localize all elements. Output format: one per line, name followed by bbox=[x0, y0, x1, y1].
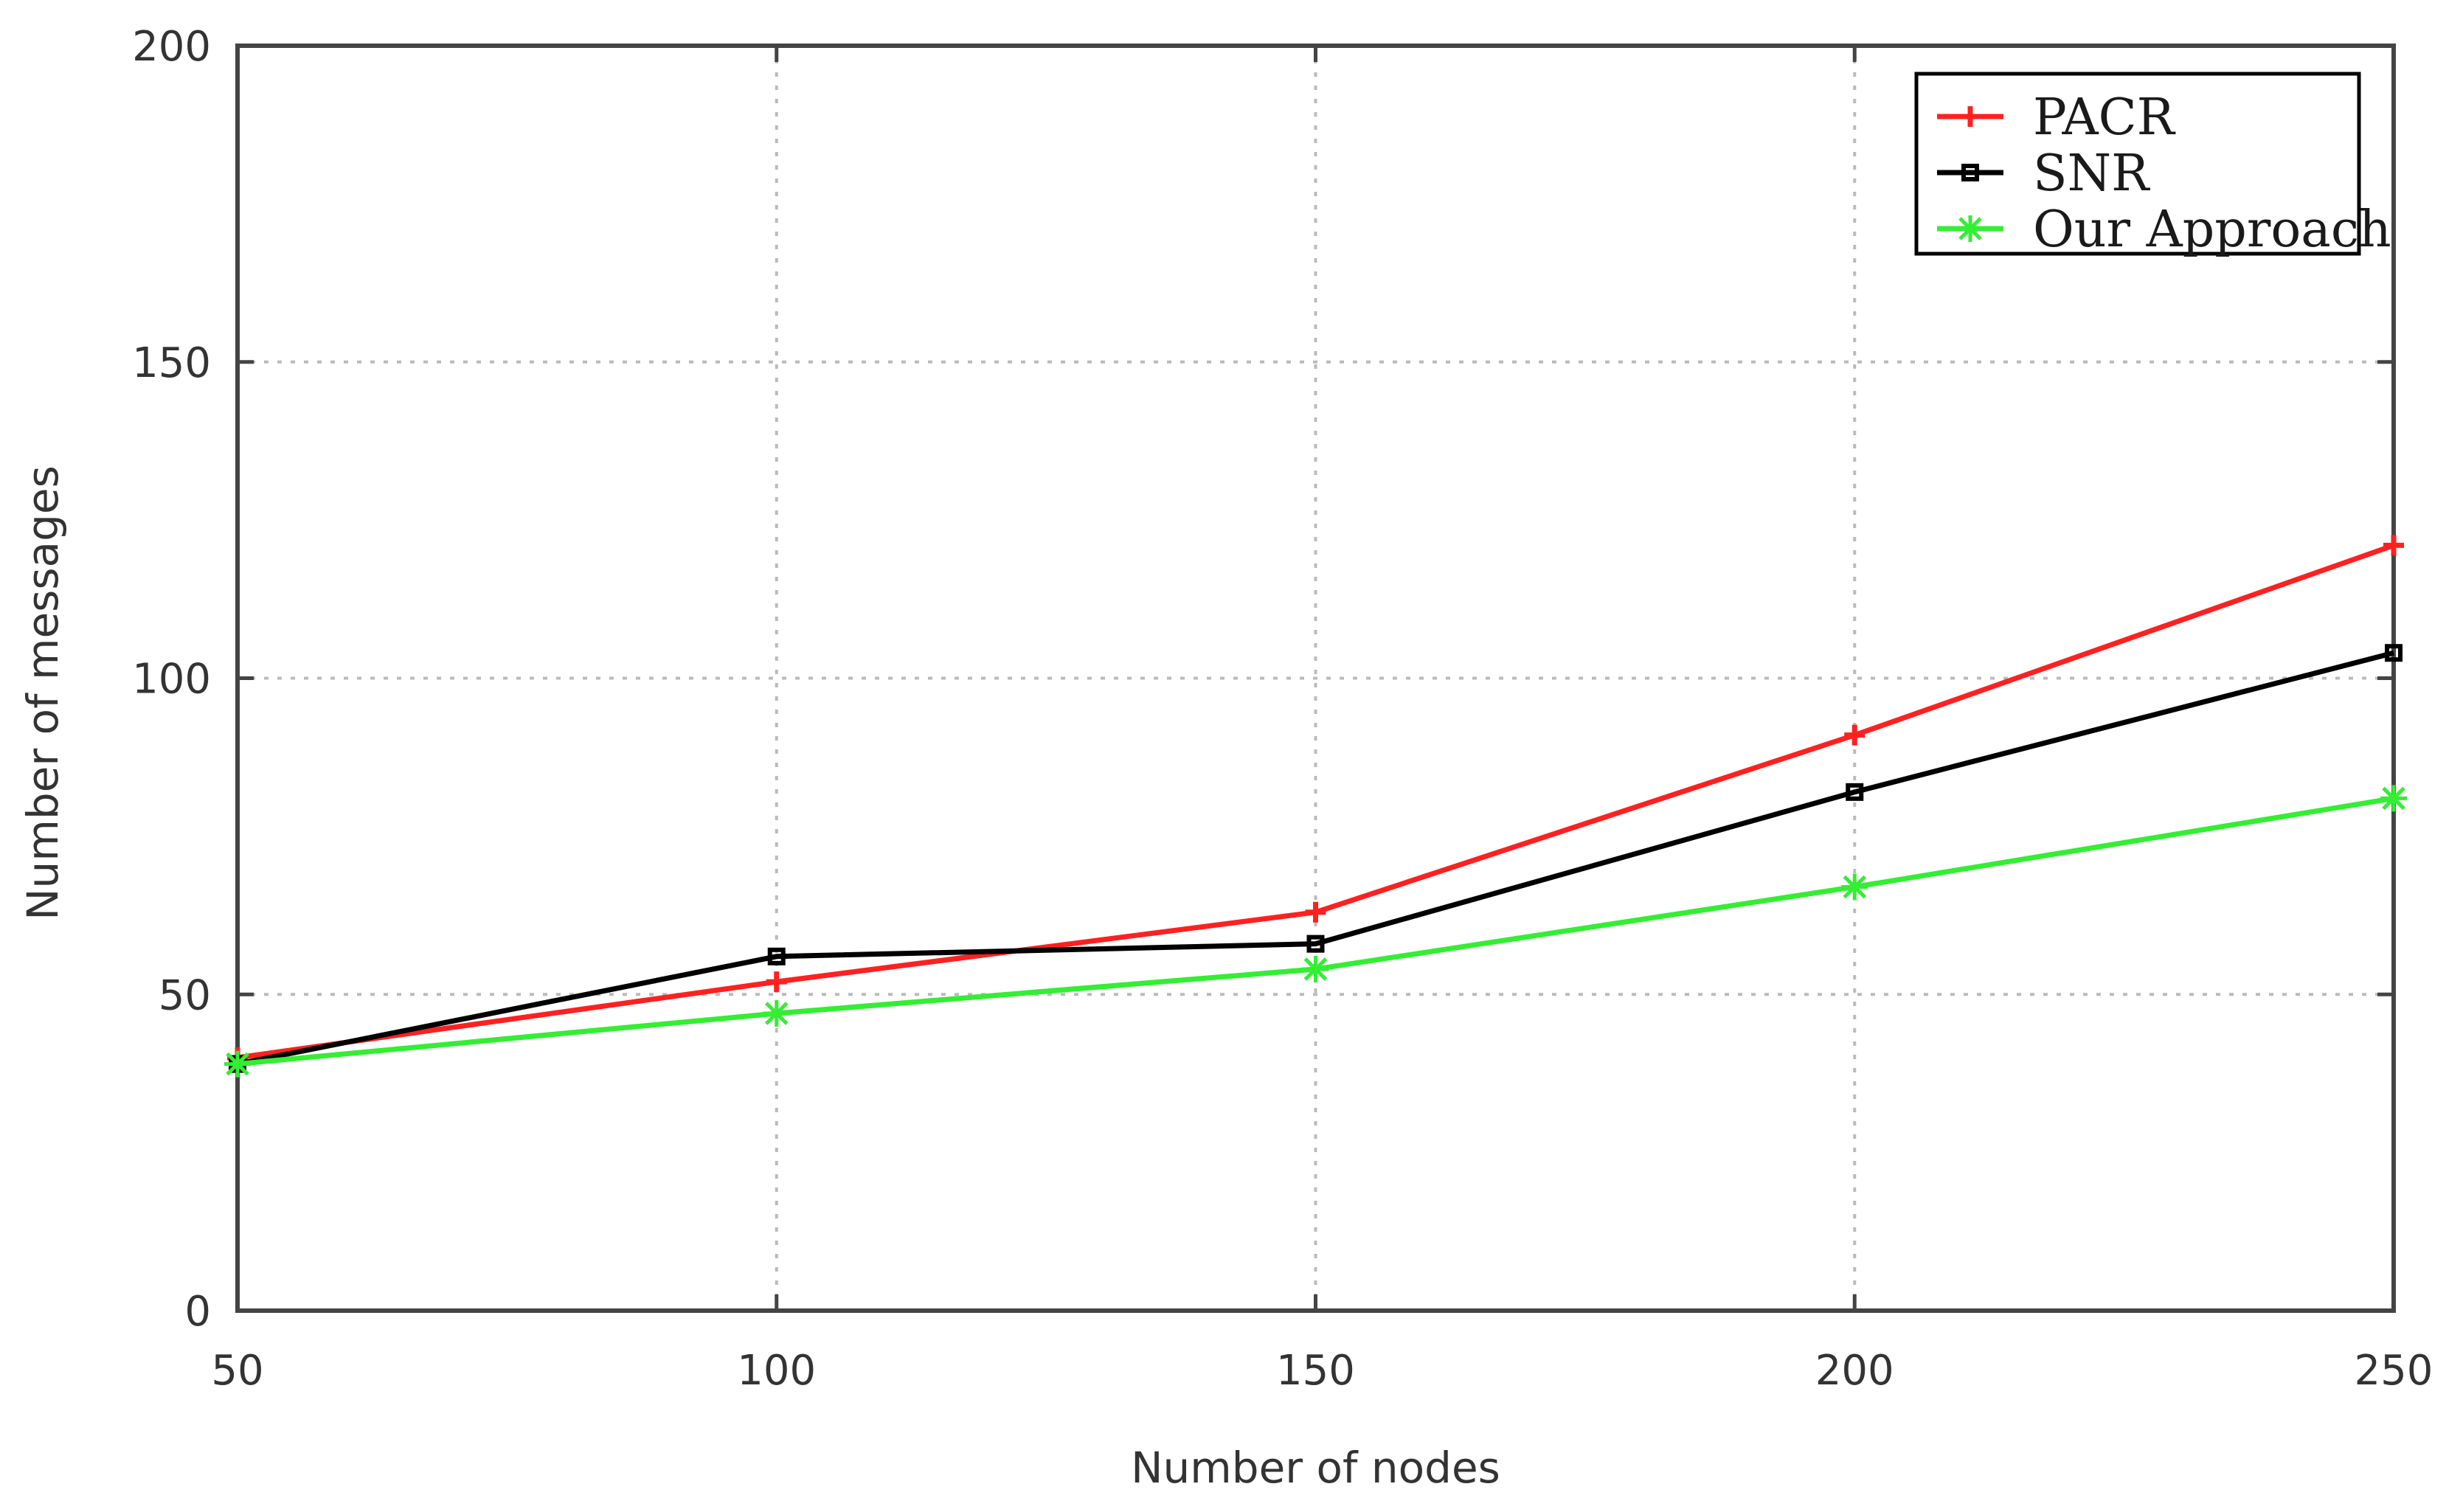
data-point-our-approach bbox=[1841, 873, 1868, 901]
legend-entry-pacr: PACR bbox=[1937, 89, 2176, 147]
data-point-snr bbox=[1306, 934, 1325, 953]
legend-entry-our-approach: Our Approach bbox=[1937, 201, 2391, 259]
series-line-snr bbox=[237, 650, 2394, 1067]
legend-marker-pacr bbox=[1960, 106, 1981, 127]
x-tick-label: 100 bbox=[737, 1347, 816, 1395]
y-tick-label: 0 bbox=[184, 1288, 211, 1336]
data-point-snr bbox=[1846, 783, 1864, 801]
data-point-snr bbox=[2385, 644, 2403, 662]
legend-label-our-approach: Our Approach bbox=[2033, 201, 2391, 259]
data-point-snr bbox=[767, 947, 786, 965]
legend-label-pacr: PACR bbox=[2033, 89, 2176, 147]
series-snr bbox=[229, 644, 2403, 1073]
legend-marker-snr bbox=[1961, 164, 1979, 181]
data-point-our-approach bbox=[2380, 785, 2407, 812]
y-axis-label: Number of messages bbox=[18, 465, 68, 920]
legend-box bbox=[1914, 72, 2361, 256]
x-tick-label: 50 bbox=[211, 1347, 263, 1395]
data-point-our-approach bbox=[763, 999, 790, 1027]
data-point-pacr bbox=[766, 971, 787, 993]
y-tick-label: 200 bbox=[132, 23, 211, 71]
y-tick-label: 50 bbox=[159, 971, 211, 1019]
data-point-pacr bbox=[1844, 724, 1866, 746]
data-point-pacr bbox=[1305, 901, 1326, 923]
data-point-our-approach bbox=[224, 1050, 251, 1078]
series-line-our-approach bbox=[237, 795, 2394, 1067]
series-our-approach bbox=[224, 785, 2407, 1078]
data-point-our-approach bbox=[1302, 955, 1329, 982]
legend-entry-snr: SNR bbox=[1937, 145, 2150, 203]
x-tick-label: 150 bbox=[1276, 1347, 1355, 1395]
x-axis-label: Number of nodes bbox=[1131, 1443, 1500, 1493]
data-point-pacr bbox=[2383, 535, 2404, 556]
x-tick-label: 250 bbox=[2355, 1347, 2433, 1395]
series-pacr bbox=[227, 535, 2404, 1068]
legend-label-snr: SNR bbox=[2033, 145, 2150, 203]
x-tick-label: 200 bbox=[1815, 1347, 1894, 1395]
series-lines bbox=[224, 535, 2407, 1078]
legend-marker-our-approach bbox=[1957, 215, 1984, 242]
y-tick-label: 150 bbox=[132, 339, 211, 387]
y-tick-label: 100 bbox=[132, 656, 211, 704]
